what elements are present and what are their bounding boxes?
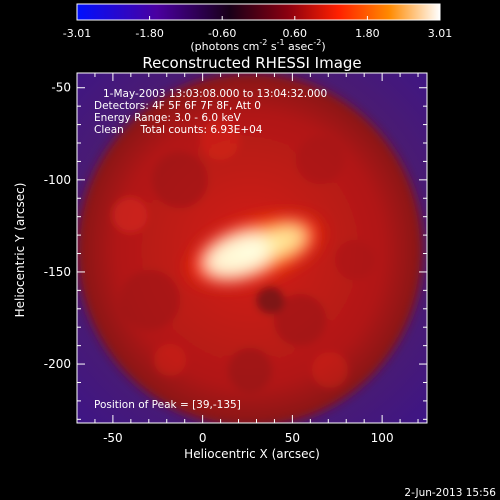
- y-tick-label: -50: [51, 81, 71, 95]
- colorbar-tick-label: -3.01: [63, 27, 91, 40]
- colorbar-tick-label: -1.80: [135, 27, 163, 40]
- heatmap-image: [77, 73, 427, 423]
- x-axis-label: Heliocentric X (arcsec): [184, 447, 320, 461]
- hxr-source: [182, 211, 328, 289]
- annotation-clean: Clean Total counts: 6.93E+04: [94, 124, 263, 136]
- x-tick-label: -50: [103, 431, 123, 445]
- annotation-energy: Energy Range: 3.0 - 6.0 keV: [94, 112, 242, 124]
- colorbar-tick-label: -0.60: [208, 27, 236, 40]
- x-tick-label: 100: [371, 431, 394, 445]
- y-tick-label: -100: [44, 173, 71, 187]
- annotation-time: 1-May-2003 13:03:08.000 to 13:04:32.000: [103, 88, 327, 100]
- annotation-block: 1-May-2003 13:03:08.000 to 13:04:32.000 …: [94, 88, 327, 411]
- y-axis-label: Heliocentric Y (arcsec): [13, 183, 27, 318]
- x-axis: -50 0 50 100: [94, 73, 419, 445]
- peak-position-label: Position of Peak = [39,-135]: [94, 399, 241, 411]
- chart-title: Reconstructed RHESSI Image: [142, 54, 361, 72]
- y-axis: -50 -100 -150 -200: [44, 81, 427, 420]
- colorbar-unit-label: (photons cm-2 s-1 asec-2): [190, 38, 325, 53]
- plot-frame: [76, 72, 428, 424]
- colorbar-tick-label: 0.60: [283, 27, 308, 40]
- y-tick-label: -200: [44, 357, 71, 371]
- annotation-detectors: Detectors: 4F 5F 6F 7F 8F, Att 0: [94, 100, 261, 112]
- colorbar: -3.01 -1.80 -0.60 0.60 1.80 3.01 (photons cm-…: [63, 3, 453, 53]
- x-tick-label: 50: [285, 431, 300, 445]
- x-tick-label: 0: [199, 431, 207, 445]
- colorbar-tick-label: 1.80: [355, 27, 380, 40]
- y-tick-label: -150: [44, 265, 71, 279]
- colorbar-tick-label: 3.01: [428, 27, 453, 40]
- footer-date: 2-Jun-2013 15:56: [404, 487, 496, 499]
- colorbar-gradient: [76, 3, 441, 21]
